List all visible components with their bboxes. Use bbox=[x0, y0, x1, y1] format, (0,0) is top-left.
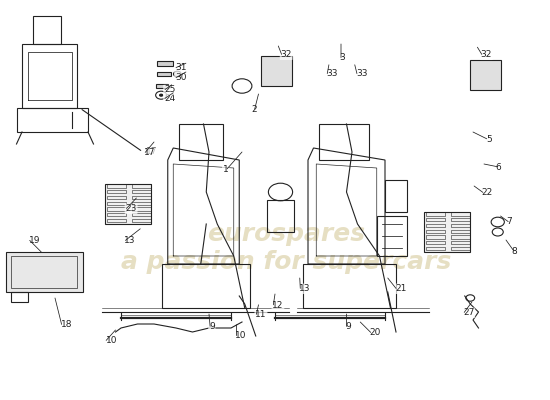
Circle shape bbox=[159, 94, 163, 97]
Text: 32: 32 bbox=[280, 50, 292, 59]
Bar bbox=[451, 230, 470, 233]
Text: 6: 6 bbox=[495, 163, 500, 172]
Bar bbox=[107, 196, 126, 199]
Bar bbox=[426, 212, 445, 216]
Text: 20: 20 bbox=[370, 328, 381, 337]
Text: 22: 22 bbox=[482, 188, 493, 197]
Bar bbox=[107, 202, 126, 205]
Bar bbox=[451, 212, 470, 216]
Text: eurospares
a passion for supercars: eurospares a passion for supercars bbox=[121, 222, 451, 274]
Bar bbox=[426, 230, 445, 233]
Text: 12: 12 bbox=[272, 301, 284, 310]
Text: 9: 9 bbox=[209, 322, 214, 331]
Text: 25: 25 bbox=[164, 86, 175, 94]
Bar bbox=[156, 84, 168, 88]
Bar bbox=[451, 224, 470, 227]
Text: 18: 18 bbox=[60, 320, 72, 329]
Text: 27: 27 bbox=[463, 308, 475, 317]
Text: 2: 2 bbox=[251, 105, 257, 114]
Bar bbox=[132, 196, 151, 199]
Circle shape bbox=[174, 71, 182, 77]
Text: 9: 9 bbox=[345, 322, 351, 331]
Text: 13: 13 bbox=[299, 284, 311, 293]
Bar bbox=[426, 241, 445, 244]
Text: 7: 7 bbox=[506, 218, 512, 226]
Text: 10: 10 bbox=[235, 332, 247, 340]
Bar bbox=[6, 252, 82, 292]
Bar bbox=[132, 213, 151, 216]
Text: 19: 19 bbox=[29, 236, 40, 245]
Bar bbox=[451, 235, 470, 238]
Bar bbox=[107, 219, 126, 222]
Bar bbox=[132, 202, 151, 205]
Bar bbox=[426, 224, 445, 227]
Text: 1: 1 bbox=[223, 165, 228, 174]
Bar bbox=[132, 190, 151, 194]
Text: 24: 24 bbox=[164, 94, 175, 103]
Bar bbox=[451, 218, 470, 222]
Text: 30: 30 bbox=[175, 74, 186, 82]
Polygon shape bbox=[261, 56, 292, 86]
Text: 3: 3 bbox=[339, 54, 345, 62]
Bar bbox=[107, 207, 126, 210]
Text: 31: 31 bbox=[175, 64, 186, 72]
Text: 21: 21 bbox=[395, 284, 406, 293]
Bar bbox=[107, 190, 126, 194]
Text: 11: 11 bbox=[255, 310, 267, 319]
Bar bbox=[426, 218, 445, 222]
Text: 10: 10 bbox=[106, 336, 117, 345]
Polygon shape bbox=[470, 60, 500, 90]
Bar bbox=[132, 219, 151, 222]
Bar bbox=[107, 213, 126, 216]
Bar bbox=[107, 184, 126, 188]
Text: 8: 8 bbox=[512, 247, 517, 256]
Text: 33: 33 bbox=[326, 70, 338, 78]
Bar bbox=[157, 61, 173, 66]
Bar bbox=[104, 184, 151, 224]
Text: 33: 33 bbox=[356, 70, 367, 78]
Text: 23: 23 bbox=[125, 204, 137, 213]
Bar bbox=[11, 292, 28, 302]
Text: 17: 17 bbox=[146, 148, 157, 156]
Text: 5: 5 bbox=[487, 135, 492, 144]
Bar bbox=[132, 207, 151, 210]
Bar bbox=[132, 184, 151, 188]
Bar bbox=[157, 72, 170, 76]
Text: 32: 32 bbox=[481, 50, 492, 59]
Bar bbox=[11, 256, 77, 288]
Bar bbox=[424, 212, 470, 252]
Text: 17: 17 bbox=[144, 148, 156, 157]
Bar bbox=[426, 247, 445, 250]
Bar bbox=[451, 241, 470, 244]
Bar bbox=[451, 247, 470, 250]
Text: 13: 13 bbox=[124, 236, 136, 245]
Bar bbox=[426, 235, 445, 238]
